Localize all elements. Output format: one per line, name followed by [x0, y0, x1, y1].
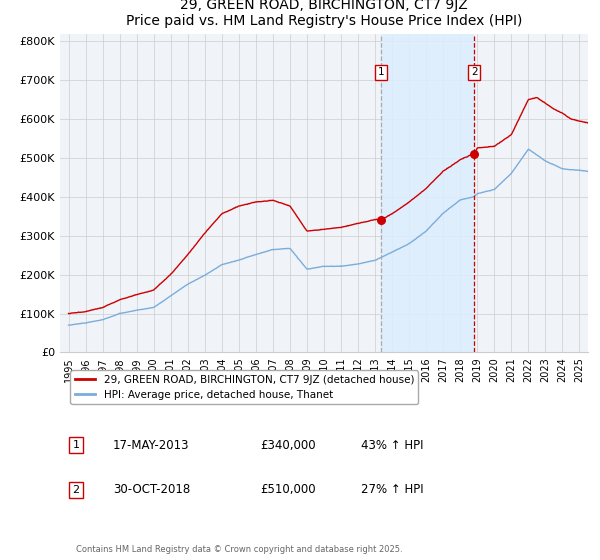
Text: £510,000: £510,000 [260, 483, 316, 496]
Text: Contains HM Land Registry data © Crown copyright and database right 2025.: Contains HM Land Registry data © Crown c… [76, 545, 403, 554]
Text: £340,000: £340,000 [260, 438, 316, 451]
Text: 27% ↑ HPI: 27% ↑ HPI [361, 483, 424, 496]
Point [470, 150, 479, 158]
Title: 29, GREEN ROAD, BIRCHINGTON, CT7 9JZ
Price paid vs. HM Land Registry's House Pri: 29, GREEN ROAD, BIRCHINGTON, CT7 9JZ Pri… [126, 0, 522, 28]
Text: 2: 2 [471, 68, 478, 77]
Bar [382, 34, 475, 352]
Text: 30-OCT-2018: 30-OCT-2018 [113, 483, 190, 496]
Text: 2: 2 [72, 485, 79, 495]
Point [377, 216, 386, 225]
Text: 17-MAY-2013: 17-MAY-2013 [113, 438, 190, 451]
Text: 1: 1 [378, 68, 385, 77]
Legend: 29, GREEN ROAD, BIRCHINGTON, CT7 9JZ (detached house), HPI: Average price, detac: 29, GREEN ROAD, BIRCHINGTON, CT7 9JZ (de… [70, 371, 418, 404]
Text: 43% ↑ HPI: 43% ↑ HPI [361, 438, 424, 451]
Text: 1: 1 [73, 440, 79, 450]
